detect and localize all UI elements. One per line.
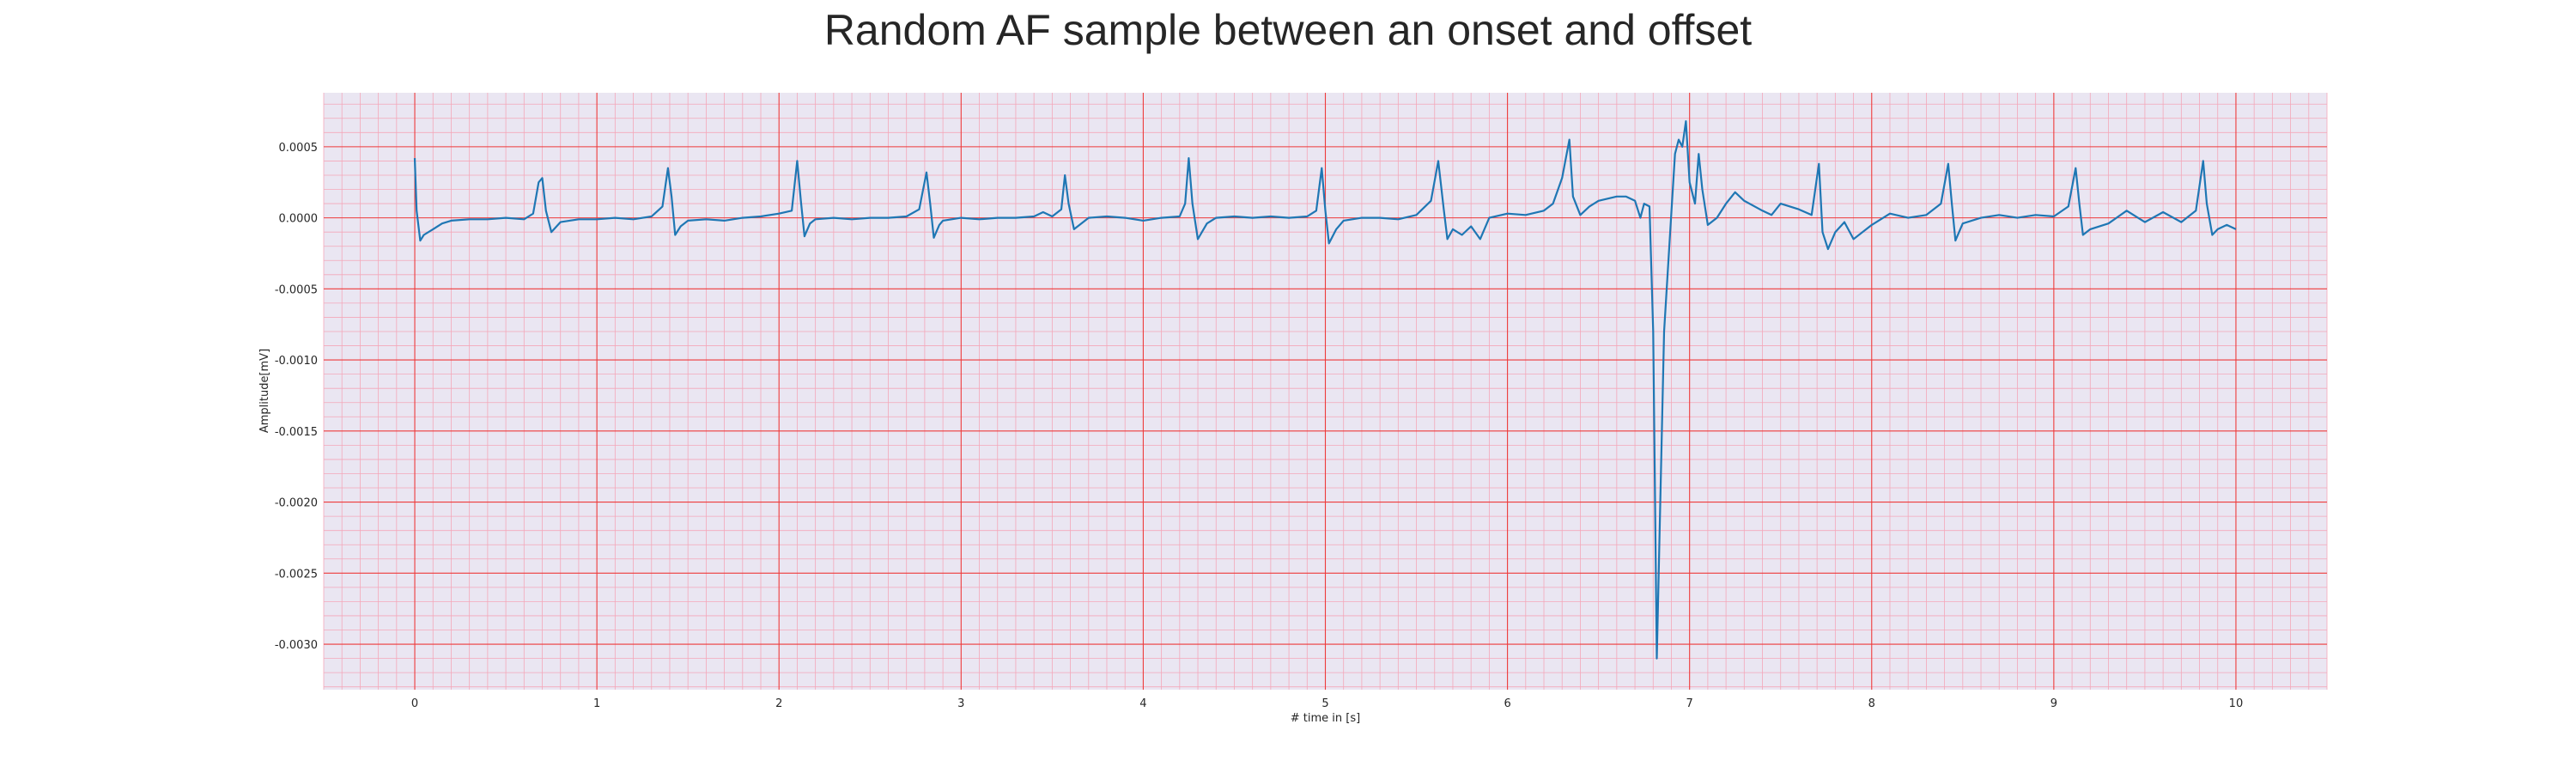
x-tick-label: 3 <box>957 697 964 710</box>
y-tick-label: -0.0025 <box>275 568 318 581</box>
x-tick-label: 6 <box>1504 697 1510 710</box>
x-tick-label: 0 <box>411 697 418 710</box>
series-line-ecg <box>413 120 2237 660</box>
y-tick-label: -0.0015 <box>275 426 318 439</box>
x-tick-label: 4 <box>1139 697 1146 710</box>
y-tick-label: -0.0030 <box>275 639 318 652</box>
y-tick-label: 0.0000 <box>279 213 319 226</box>
chart-title: Random AF sample between an onset and of… <box>823 6 1753 54</box>
x-tick-label: 5 <box>1321 697 1328 710</box>
y-tick-label: -0.0020 <box>275 497 318 510</box>
y-axis-label: Amplitude[mV] <box>258 349 271 433</box>
x-axis-ticks: 0 1 2 3 4 5 6 7 8 9 10 <box>411 697 2243 710</box>
x-tick-label: 2 <box>775 697 782 710</box>
x-tick-label: 9 <box>2050 697 2057 710</box>
y-tick-label: -0.0005 <box>275 283 318 296</box>
x-tick-label: 8 <box>1868 697 1875 710</box>
y-axis-ticks: 0.0005 0.0000 -0.0005 -0.0010 -0.0015 -0.0020… <box>275 142 318 652</box>
y-tick-label: -0.0010 <box>275 355 318 368</box>
x-axis-label: # time in [s] <box>1291 712 1360 725</box>
x-tick-label: 1 <box>593 697 600 710</box>
x-tick-label: 10 <box>2229 697 2244 710</box>
x-tick-label: 7 <box>1686 697 1693 710</box>
y-tick-label: 0.0005 <box>279 142 319 155</box>
